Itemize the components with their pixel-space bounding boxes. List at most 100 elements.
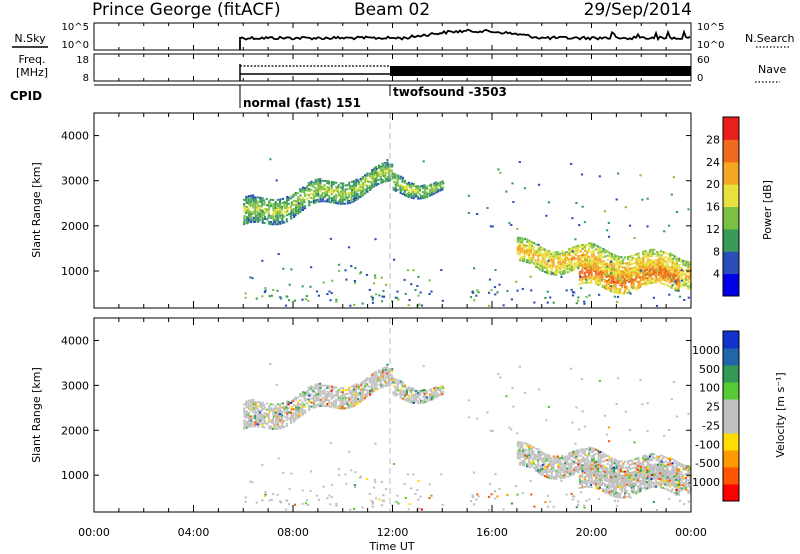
velocity-cell — [341, 399, 344, 402]
power-cell — [303, 207, 307, 210]
velocity-cell — [383, 366, 387, 369]
velocity-cell — [502, 508, 505, 511]
velocity-cell — [256, 407, 259, 410]
power-cell — [545, 253, 548, 256]
power-cell — [563, 268, 566, 270]
power-cell — [257, 220, 260, 223]
velocity-cell — [601, 484, 604, 486]
power-cell — [250, 198, 253, 201]
velocity-cell — [301, 393, 304, 396]
power-cell — [298, 198, 301, 201]
velocity-cell — [366, 391, 369, 394]
power-cell — [243, 217, 246, 220]
power-cell — [403, 192, 406, 195]
velocity-cell — [564, 464, 567, 467]
velocity-cell — [366, 389, 369, 392]
velocity-cell — [532, 452, 535, 455]
velocity-cell — [399, 382, 402, 385]
velocity-cell — [303, 397, 306, 400]
velocity-cell — [583, 506, 586, 509]
power-cell — [669, 279, 672, 281]
velocity-cell — [297, 415, 300, 417]
power-cell — [543, 256, 546, 259]
power-cell — [410, 196, 413, 199]
velocity-cell — [373, 478, 377, 481]
velocity-cell — [418, 398, 422, 400]
power-cell — [357, 181, 360, 184]
power-cell — [279, 216, 282, 219]
power-cell — [353, 200, 356, 203]
velocity-cell — [614, 495, 617, 498]
power-cell — [684, 260, 688, 263]
velocity-cell — [441, 393, 444, 396]
velocity-cell — [584, 460, 587, 463]
power-cell — [630, 280, 633, 283]
power-cell — [274, 209, 277, 212]
velocity-cell — [596, 481, 599, 484]
power-cell — [285, 218, 288, 221]
y-tick-label: 4000 — [61, 334, 89, 347]
velocity-cell — [523, 391, 527, 394]
velocity-cell — [435, 396, 438, 399]
velocity-cell — [658, 459, 661, 462]
power-cell — [368, 176, 372, 179]
power-cell — [644, 284, 647, 286]
power-cell — [248, 203, 251, 206]
power-cell — [639, 261, 642, 264]
velocity-cell — [330, 397, 333, 400]
velocity-cell — [585, 471, 588, 474]
power-cell — [397, 174, 400, 177]
power-cell — [592, 243, 596, 246]
power-cell — [545, 255, 548, 258]
power-cell — [359, 187, 362, 190]
power-cell — [606, 273, 609, 276]
power-cell — [396, 290, 399, 293]
power-cell — [532, 248, 535, 251]
velocity-cell — [419, 391, 422, 394]
velocity-cell — [675, 470, 678, 473]
power-cell — [430, 183, 433, 186]
power-cell — [581, 280, 584, 283]
power-cell — [642, 266, 645, 269]
power-cell — [339, 190, 343, 193]
velocity-cell — [392, 391, 395, 394]
power-cell — [410, 182, 413, 185]
power-cell — [292, 195, 295, 198]
velocity-cell — [610, 469, 614, 472]
velocity-cell — [317, 391, 320, 394]
velocity-cell — [297, 400, 300, 403]
power-cell — [403, 186, 406, 188]
power-cell — [265, 198, 268, 201]
velocity-cell — [521, 461, 524, 464]
velocity-cell — [381, 385, 385, 388]
velocity-cell — [386, 384, 389, 387]
power-cell — [346, 192, 349, 195]
power-cell — [680, 260, 683, 263]
velocity-cell — [252, 425, 255, 428]
velocity-cell — [655, 508, 659, 511]
velocity-cell — [319, 388, 322, 391]
velocity-cell — [654, 479, 658, 482]
velocity-cell — [624, 472, 627, 475]
colorbar-swatch — [723, 450, 739, 468]
velocity-cell — [537, 388, 541, 391]
power-cell — [550, 252, 553, 255]
velocity-cell — [308, 394, 311, 397]
power-cell — [614, 277, 618, 280]
power-cell — [384, 166, 387, 169]
power-cell — [631, 257, 634, 259]
velocity-cell — [603, 489, 606, 492]
velocity-cell — [521, 492, 524, 494]
velocity-cell — [353, 486, 357, 489]
power-cell — [649, 255, 652, 258]
power-cell — [517, 244, 520, 247]
colorbar-tick-label: -25 — [702, 419, 720, 432]
velocity-cell — [570, 453, 573, 456]
power-cell — [557, 257, 560, 260]
velocity-cell — [677, 485, 681, 488]
power-cell — [599, 258, 602, 261]
velocity-cell — [374, 382, 378, 385]
velocity-cell — [371, 383, 374, 386]
power-cell — [666, 274, 669, 277]
velocity-cell — [297, 417, 300, 419]
